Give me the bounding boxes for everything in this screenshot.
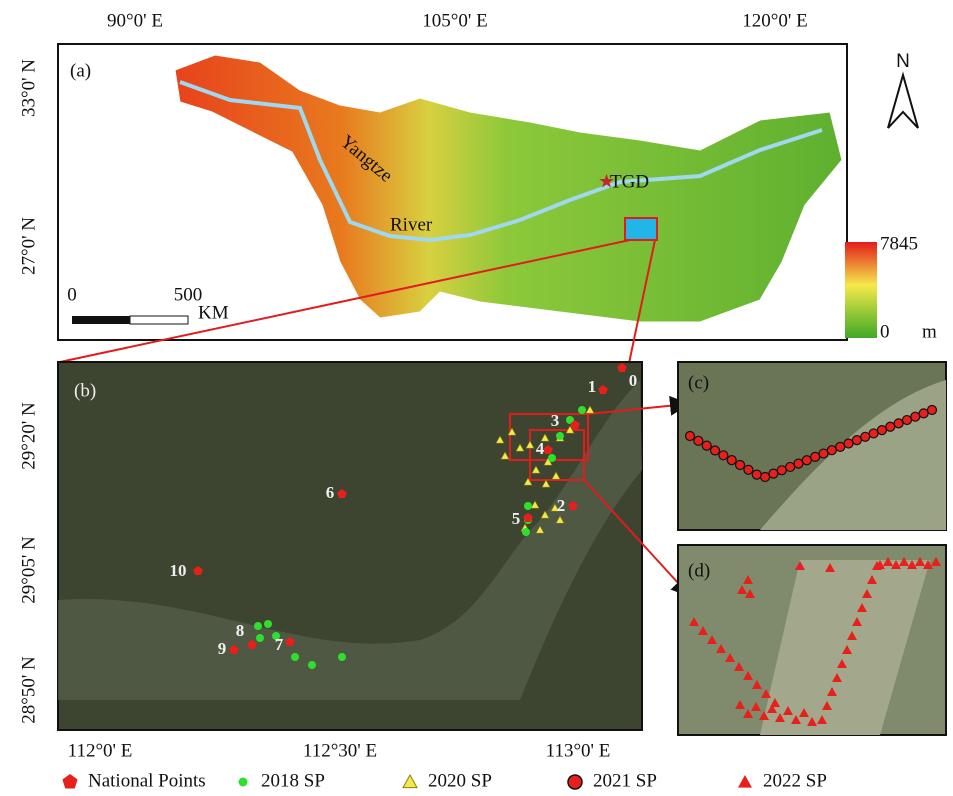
sp-2018	[556, 432, 564, 440]
left-axis-label: 27°0' N	[18, 217, 39, 275]
sp-2021	[711, 446, 720, 455]
sp-2021	[844, 439, 853, 448]
elevation-unit: m	[922, 321, 937, 342]
point-label: 6	[326, 483, 335, 502]
river-label: River	[390, 214, 433, 235]
point-label: 1	[588, 377, 597, 396]
sp-2018	[254, 622, 262, 630]
sp-2021	[836, 442, 845, 451]
top-axis-label: 90°0' E	[107, 10, 163, 31]
sp-2021	[861, 432, 870, 441]
legend-label: National Points	[88, 770, 206, 791]
sp-2021	[761, 472, 770, 481]
panel-label: (b)	[74, 380, 96, 401]
point-label: 5	[512, 509, 521, 528]
point-label: 3	[551, 411, 560, 430]
sp-2021	[769, 469, 778, 478]
panel-label: (a)	[70, 60, 91, 81]
sp-2021	[802, 456, 811, 465]
sp-2018	[291, 653, 299, 661]
elevation-ramp	[845, 242, 877, 338]
sp-2021	[852, 436, 861, 445]
legend-symbol	[568, 775, 582, 789]
left-axis-label: 33°0' N	[18, 59, 39, 117]
bottom-axis-label: 113°0' E	[546, 740, 611, 761]
sp-2018	[578, 406, 586, 414]
sp-2021	[886, 422, 895, 431]
bottom-axis-label: 112°30' E	[303, 740, 377, 761]
sp-2021	[744, 465, 753, 474]
north-arrow	[888, 75, 918, 128]
top-axis-label: 105°0' E	[422, 10, 487, 31]
legend-label: 2022 SP	[763, 770, 827, 791]
figure: ★ 012345678910National Points2018 SP2020…	[0, 0, 953, 796]
sp-2021	[719, 451, 728, 460]
sp-2021	[786, 462, 795, 471]
panel-label: (c)	[688, 372, 709, 393]
legend-symbol	[738, 775, 752, 788]
legend-symbol	[239, 778, 248, 787]
sp-2018	[548, 454, 556, 462]
sp-2021	[827, 446, 836, 455]
scale-bar-black	[72, 316, 130, 324]
sp-2018	[338, 653, 346, 661]
elevation-min: 0	[880, 321, 890, 342]
legend-label: 2020 SP	[428, 770, 492, 791]
sp-2021	[928, 406, 937, 415]
sp-2021	[727, 456, 736, 465]
left-axis-label: 29°20' N	[18, 402, 39, 470]
sp-2021	[702, 441, 711, 450]
point-label: 7	[275, 635, 284, 654]
panel-label: (d)	[688, 560, 710, 581]
point-label: 9	[218, 639, 227, 658]
legend-symbol	[403, 775, 417, 788]
scale-unit: KM	[198, 302, 229, 323]
sp-2021	[694, 436, 703, 445]
north-label: N	[896, 51, 910, 72]
legend-label: 2021 SP	[593, 770, 657, 791]
sp-2021	[811, 452, 820, 461]
left-axis-label: 29°05' N	[18, 536, 39, 604]
point-label: 8	[236, 621, 245, 640]
left-axis-label: 28°50' N	[18, 656, 39, 724]
bottom-axis-label: 112°0' E	[68, 740, 133, 761]
sp-2018	[308, 661, 316, 669]
study-area-box	[625, 218, 657, 240]
sp-2021	[911, 412, 920, 421]
sp-2018	[522, 528, 530, 536]
sp-2021	[736, 460, 745, 469]
sp-2021	[794, 459, 803, 468]
elevation-max: 7845	[880, 233, 918, 254]
sp-2018	[524, 502, 532, 510]
sp-2021	[819, 449, 828, 458]
point-label: 4	[536, 439, 545, 458]
point-label: 10	[170, 561, 187, 580]
point-label: 0	[629, 371, 638, 390]
sp-2021	[752, 470, 761, 479]
sp-2021	[919, 409, 928, 418]
sp-2021	[902, 416, 911, 425]
point-label: 2	[557, 496, 566, 515]
station-label: TGD	[610, 171, 649, 192]
top-axis-label: 120°0' E	[742, 10, 807, 31]
sp-2021	[869, 429, 878, 438]
scale-bar-white	[130, 316, 188, 324]
legend-label: 2018 SP	[261, 770, 325, 791]
scale-tick: 0	[67, 284, 77, 305]
sp-2018	[256, 634, 264, 642]
sp-2018	[264, 620, 272, 628]
sp-2021	[894, 419, 903, 428]
sp-2021	[877, 426, 886, 435]
legend-symbol	[62, 774, 77, 788]
sp-2021	[777, 466, 786, 475]
sp-2021	[686, 432, 695, 441]
